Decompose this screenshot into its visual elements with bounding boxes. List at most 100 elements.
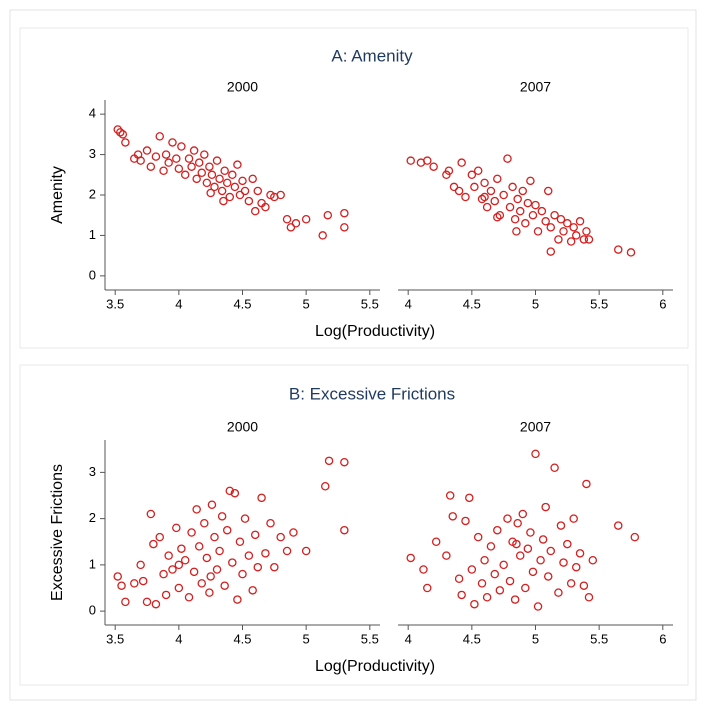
point — [261, 549, 270, 558]
point — [477, 579, 487, 588]
point — [499, 560, 508, 570]
point — [442, 551, 451, 560]
point — [503, 514, 512, 523]
point — [486, 542, 496, 551]
point — [541, 217, 550, 226]
point — [210, 182, 219, 192]
point — [513, 194, 522, 204]
point — [230, 488, 240, 498]
point — [513, 519, 522, 528]
point — [473, 532, 483, 542]
point — [155, 532, 164, 542]
subplot-title: 2000 — [227, 79, 258, 95]
x-tick-label: 5.5 — [361, 631, 379, 646]
point — [537, 206, 547, 216]
point — [222, 525, 232, 535]
point — [546, 223, 556, 232]
point — [233, 160, 242, 169]
point — [499, 190, 508, 200]
point — [454, 186, 464, 196]
point — [490, 196, 500, 206]
x-tick-label: 4.5 — [463, 296, 481, 311]
x-tick-label: 5 — [532, 631, 539, 646]
point — [192, 505, 201, 514]
point — [250, 530, 260, 540]
point — [222, 178, 232, 188]
point — [461, 516, 470, 526]
y-tick-label: 3 — [89, 464, 96, 479]
point — [228, 558, 237, 567]
point — [270, 562, 279, 572]
point — [257, 493, 266, 503]
point — [515, 551, 525, 560]
point — [207, 170, 217, 180]
point — [187, 528, 196, 537]
point — [230, 182, 240, 192]
point — [220, 166, 229, 175]
point — [340, 525, 349, 535]
point — [244, 551, 254, 560]
x-tick-label: 3.5 — [106, 631, 124, 646]
point — [541, 502, 550, 512]
x-tick-label: 5 — [532, 296, 539, 311]
point — [289, 528, 298, 537]
point — [219, 196, 228, 206]
point — [614, 245, 623, 254]
point — [324, 456, 334, 466]
point — [457, 158, 466, 167]
point — [121, 597, 130, 607]
point — [217, 512, 227, 521]
point — [554, 235, 563, 244]
point — [510, 215, 520, 224]
point — [571, 562, 581, 572]
point — [490, 569, 500, 579]
point — [210, 532, 219, 542]
point — [261, 202, 270, 212]
point — [579, 235, 589, 244]
point — [536, 556, 545, 565]
x-tick-label: 4.5 — [233, 631, 251, 646]
point — [248, 586, 257, 595]
point — [528, 567, 538, 577]
panel-title: A: Amenity — [331, 46, 413, 65]
y-tick-label: 2 — [89, 186, 96, 201]
point — [526, 528, 535, 537]
point — [159, 569, 168, 579]
point — [505, 202, 515, 212]
point — [480, 556, 489, 565]
point — [121, 138, 130, 147]
point — [584, 235, 594, 244]
panel-frame — [19, 27, 689, 349]
y-tick-label: 4 — [89, 106, 96, 121]
point — [192, 174, 201, 184]
point — [528, 210, 538, 220]
x-tick-label: 4 — [405, 296, 412, 311]
point — [215, 174, 224, 184]
point — [559, 558, 568, 567]
point — [582, 479, 591, 489]
point — [189, 146, 199, 155]
point — [575, 217, 585, 226]
y-tick-label: 1 — [89, 556, 96, 571]
point — [533, 227, 543, 236]
y-tick-label: 0 — [89, 267, 96, 282]
y-tick-label: 0 — [89, 603, 96, 618]
point — [493, 212, 502, 222]
point — [429, 162, 438, 171]
x-tick-label: 6 — [659, 296, 666, 311]
point — [117, 581, 126, 590]
point — [177, 142, 186, 151]
point — [164, 158, 173, 167]
point — [526, 176, 535, 186]
point — [200, 150, 209, 159]
point — [184, 593, 194, 602]
point — [518, 186, 528, 196]
point — [515, 206, 525, 216]
point — [233, 595, 242, 604]
point — [521, 583, 530, 593]
point — [584, 593, 594, 602]
point — [164, 551, 173, 560]
point — [467, 565, 477, 574]
point — [142, 597, 152, 607]
point — [180, 170, 190, 180]
